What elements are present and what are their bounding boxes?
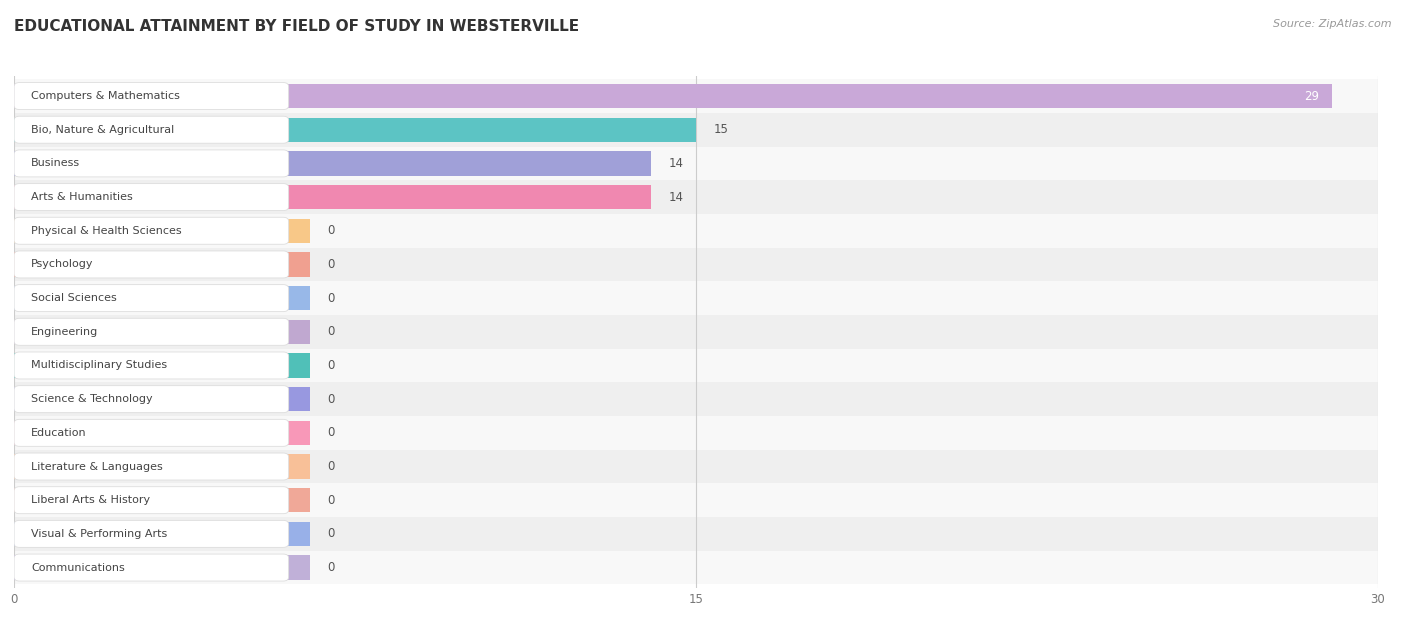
Text: Visual & Performing Arts: Visual & Performing Arts (31, 529, 167, 539)
Text: Liberal Arts & History: Liberal Arts & History (31, 495, 150, 505)
Bar (14, 315, 1378, 349)
FancyBboxPatch shape (14, 554, 288, 581)
Text: 0: 0 (328, 561, 335, 574)
Bar (14, 180, 1378, 214)
FancyBboxPatch shape (14, 453, 288, 480)
Circle shape (8, 458, 32, 475)
Bar (14, 450, 1378, 483)
Bar (14, 185, 651, 209)
FancyBboxPatch shape (14, 183, 288, 210)
Text: Bio, Nature & Agricultural: Bio, Nature & Agricultural (31, 125, 174, 135)
Text: Engineering: Engineering (31, 327, 98, 337)
Text: Computers & Mathematics: Computers & Mathematics (31, 91, 180, 101)
Bar (14, 281, 1378, 315)
FancyBboxPatch shape (14, 487, 288, 514)
FancyBboxPatch shape (14, 217, 288, 244)
FancyBboxPatch shape (14, 83, 288, 109)
Text: 29: 29 (1303, 90, 1319, 102)
Bar (14, 113, 1378, 147)
Text: 14: 14 (669, 157, 683, 170)
Text: Multidisciplinary Studies: Multidisciplinary Studies (31, 360, 167, 370)
Text: EDUCATIONAL ATTAINMENT BY FIELD OF STUDY IN WEBSTERVILLE: EDUCATIONAL ATTAINMENT BY FIELD OF STUDY… (14, 19, 579, 34)
Text: 0: 0 (328, 325, 335, 338)
Text: 0: 0 (328, 460, 335, 473)
FancyBboxPatch shape (14, 150, 288, 177)
Bar (14, 483, 1378, 517)
Text: 0: 0 (328, 527, 335, 540)
Circle shape (8, 356, 32, 375)
Bar (14, 118, 696, 142)
FancyBboxPatch shape (14, 420, 288, 446)
FancyBboxPatch shape (14, 520, 288, 547)
Bar (14, 219, 309, 243)
Bar (14, 286, 309, 310)
Circle shape (8, 121, 32, 138)
Text: Psychology: Psychology (31, 260, 94, 269)
Text: Arts & Humanities: Arts & Humanities (31, 192, 134, 202)
Text: 0: 0 (328, 392, 335, 406)
Bar (14, 147, 1378, 180)
Circle shape (8, 154, 32, 173)
Circle shape (8, 390, 32, 408)
Circle shape (8, 188, 32, 206)
FancyBboxPatch shape (14, 251, 288, 278)
Bar (14, 517, 1378, 550)
Bar (14, 421, 309, 445)
Bar (14, 387, 309, 411)
Text: 14: 14 (669, 191, 683, 204)
Circle shape (8, 289, 32, 307)
Bar (14, 522, 309, 546)
Bar (14, 84, 1333, 108)
Bar (14, 488, 309, 513)
Bar (14, 320, 309, 344)
Circle shape (8, 87, 32, 105)
Text: 0: 0 (328, 427, 335, 439)
Bar (14, 556, 309, 580)
Text: 0: 0 (328, 359, 335, 372)
Text: Physical & Health Sciences: Physical & Health Sciences (31, 226, 181, 236)
FancyBboxPatch shape (14, 386, 288, 413)
Bar (14, 349, 1378, 382)
Bar (14, 214, 1378, 248)
Circle shape (8, 559, 32, 576)
Text: 0: 0 (328, 258, 335, 271)
FancyBboxPatch shape (14, 352, 288, 379)
Text: 0: 0 (328, 494, 335, 507)
Bar (14, 151, 651, 176)
FancyBboxPatch shape (14, 116, 288, 143)
Bar (14, 353, 309, 377)
Bar (14, 550, 1378, 585)
Bar (14, 416, 1378, 450)
Bar (14, 79, 1378, 113)
Text: Literature & Languages: Literature & Languages (31, 461, 163, 471)
Circle shape (8, 424, 32, 442)
Text: Social Sciences: Social Sciences (31, 293, 117, 303)
Text: 0: 0 (328, 291, 335, 305)
Text: Communications: Communications (31, 562, 125, 573)
Text: 0: 0 (328, 224, 335, 237)
Text: Education: Education (31, 428, 87, 438)
Circle shape (8, 491, 32, 509)
Circle shape (8, 323, 32, 341)
Bar (14, 248, 1378, 281)
Circle shape (8, 222, 32, 240)
Bar (14, 454, 309, 478)
FancyBboxPatch shape (14, 284, 288, 312)
Circle shape (8, 525, 32, 543)
Circle shape (8, 255, 32, 274)
Bar (14, 252, 309, 277)
Text: Science & Technology: Science & Technology (31, 394, 153, 404)
Text: Source: ZipAtlas.com: Source: ZipAtlas.com (1274, 19, 1392, 29)
Bar (14, 382, 1378, 416)
Text: Business: Business (31, 159, 80, 168)
FancyBboxPatch shape (14, 319, 288, 345)
Text: 15: 15 (714, 123, 730, 137)
